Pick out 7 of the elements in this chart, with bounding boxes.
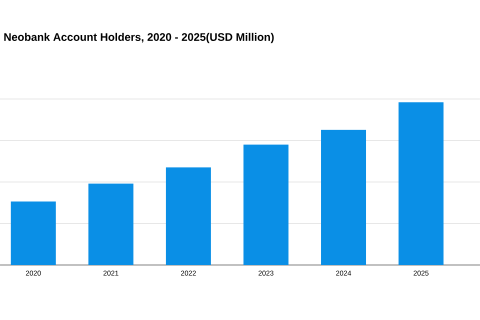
bar bbox=[166, 167, 211, 265]
bar bbox=[10, 202, 56, 265]
bar bbox=[398, 102, 444, 265]
chart-title: Neobank Account Holders, 2020 - 2025(USD Million) bbox=[4, 32, 274, 44]
bar bbox=[321, 130, 366, 265]
bar bbox=[243, 144, 288, 265]
bar bbox=[88, 184, 134, 265]
